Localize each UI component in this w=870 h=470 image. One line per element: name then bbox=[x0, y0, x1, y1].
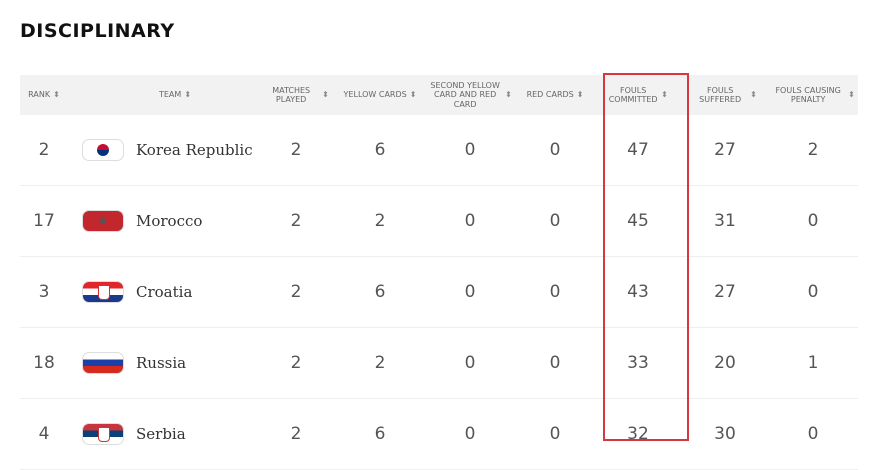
cell-yc: 2 bbox=[374, 353, 386, 373]
column-label: FOULS SUFFERED bbox=[699, 85, 742, 104]
table-row: 18 Russia 2 2 0 0 33 20 1 bbox=[20, 328, 858, 399]
cell-mp: 2 bbox=[290, 353, 302, 373]
cell-team[interactable]: Morocco bbox=[82, 186, 282, 256]
disciplinary-table: RANK ⬍ TEAM ⬍ MATCHES PLAYED ⬍ YELLOW CARDS ⬍ SE… bbox=[20, 75, 858, 470]
cell-rc: 0 bbox=[549, 282, 561, 302]
cell-fs: 20 bbox=[714, 353, 736, 373]
column-header-rank[interactable]: RANK ⬍ bbox=[20, 75, 68, 115]
sort-arrows-icon[interactable]: ⬍ bbox=[848, 90, 855, 100]
cell-rank: 2 bbox=[38, 140, 50, 160]
cell-syr: 0 bbox=[464, 140, 476, 160]
cell-mp: 2 bbox=[290, 140, 302, 160]
cell-fs: 27 bbox=[714, 282, 736, 302]
column-header-fs[interactable]: FOULS SUFFERED ⬍ bbox=[690, 75, 760, 115]
team-name: Croatia bbox=[136, 283, 193, 301]
table-row: 2 Korea Republic 2 6 0 0 47 27 2 bbox=[20, 115, 858, 186]
column-label: RANK bbox=[28, 90, 51, 100]
cell-team[interactable]: Croatia bbox=[82, 257, 282, 327]
page-title: DISCIPLINARY bbox=[20, 20, 175, 42]
cell-fs: 31 bbox=[714, 211, 736, 231]
column-label: FOULS COMMITTED bbox=[608, 85, 658, 104]
cell-fp: 1 bbox=[807, 353, 819, 373]
cell-mp: 2 bbox=[290, 211, 302, 231]
cell-yc: 2 bbox=[374, 211, 386, 231]
cell-rc: 0 bbox=[549, 211, 561, 231]
cell-rank: 4 bbox=[38, 424, 50, 444]
cell-rc: 0 bbox=[549, 424, 561, 444]
sort-arrows-icon[interactable]: ⬍ bbox=[750, 90, 757, 100]
team-name: Serbia bbox=[136, 425, 186, 443]
cell-fp: 2 bbox=[807, 140, 819, 160]
column-header-syr[interactable]: SECOND YELLOW CARD AND RED CARD ⬍ bbox=[425, 75, 515, 115]
cell-rc: 0 bbox=[549, 353, 561, 373]
cell-yc: 6 bbox=[374, 424, 386, 444]
team-name: Russia bbox=[136, 354, 187, 372]
fouls-committed-highlight bbox=[603, 73, 689, 441]
team-name: Morocco bbox=[136, 212, 203, 230]
sort-arrows-icon[interactable]: ⬍ bbox=[576, 90, 584, 100]
cell-team[interactable]: Serbia bbox=[82, 399, 282, 469]
cell-fc: 43 bbox=[627, 282, 649, 302]
cell-fp: 0 bbox=[807, 424, 819, 444]
sort-arrows-icon[interactable]: ⬍ bbox=[184, 90, 192, 100]
team-name: Korea Republic bbox=[136, 141, 253, 159]
column-label: YELLOW CARDS bbox=[343, 90, 407, 100]
column-label: RED CARDS bbox=[526, 90, 574, 100]
cell-team[interactable]: Korea Republic bbox=[82, 115, 282, 185]
flag-icon bbox=[82, 281, 124, 303]
cell-fp: 0 bbox=[807, 282, 819, 302]
column-header-mp[interactable]: MATCHES PLAYED ⬍ bbox=[260, 75, 332, 115]
column-label: SECOND YELLOW CARD AND RED CARD bbox=[430, 81, 500, 109]
cell-rc: 0 bbox=[549, 140, 561, 160]
column-label: TEAM bbox=[158, 90, 182, 100]
cell-syr: 0 bbox=[464, 424, 476, 444]
cell-rank: 17 bbox=[33, 211, 55, 231]
cell-rank: 18 bbox=[33, 353, 55, 373]
cell-syr: 0 bbox=[464, 211, 476, 231]
sort-arrows-icon[interactable]: ⬍ bbox=[322, 90, 329, 100]
cell-syr: 0 bbox=[464, 353, 476, 373]
flag-icon bbox=[82, 423, 124, 445]
table-row: 3 Croatia 2 6 0 0 43 27 0 bbox=[20, 257, 858, 328]
flag-icon bbox=[82, 352, 124, 374]
cell-mp: 2 bbox=[290, 424, 302, 444]
cell-fc: 45 bbox=[627, 211, 649, 231]
cell-fs: 27 bbox=[714, 140, 736, 160]
sort-arrows-icon[interactable]: ⬍ bbox=[53, 90, 60, 100]
cell-yc: 6 bbox=[374, 140, 386, 160]
cell-fs: 30 bbox=[714, 424, 736, 444]
column-header-team[interactable]: TEAM ⬍ bbox=[100, 75, 250, 115]
cell-rank: 3 bbox=[38, 282, 50, 302]
sort-arrows-icon[interactable]: ⬍ bbox=[661, 90, 668, 100]
column-header-fp[interactable]: FOULS CAUSING PENALTY ⬍ bbox=[768, 75, 858, 115]
sort-arrows-icon[interactable]: ⬍ bbox=[505, 90, 512, 100]
table-row: 4 Serbia 2 6 0 0 32 30 0 bbox=[20, 399, 858, 470]
cell-mp: 2 bbox=[290, 282, 302, 302]
table-header: RANK ⬍ TEAM ⬍ MATCHES PLAYED ⬍ YELLOW CARDS ⬍ SE… bbox=[20, 75, 858, 115]
cell-fc: 47 bbox=[627, 140, 649, 160]
flag-icon bbox=[82, 210, 124, 232]
table-row: 17 Morocco 2 2 0 0 45 31 0 bbox=[20, 186, 858, 257]
column-label: MATCHES PLAYED bbox=[272, 85, 311, 104]
column-label: FOULS CAUSING PENALTY bbox=[775, 85, 841, 104]
cell-team[interactable]: Russia bbox=[82, 328, 282, 398]
cell-fc: 33 bbox=[627, 353, 649, 373]
sort-arrows-icon[interactable]: ⬍ bbox=[409, 90, 417, 100]
cell-yc: 6 bbox=[374, 282, 386, 302]
column-header-fc[interactable]: FOULS COMMITTED ⬍ bbox=[605, 75, 671, 115]
cell-fp: 0 bbox=[807, 211, 819, 231]
flag-icon bbox=[82, 139, 124, 161]
column-header-rc[interactable]: RED CARDS ⬍ bbox=[515, 75, 595, 115]
column-header-yc[interactable]: YELLOW CARDS ⬍ bbox=[335, 75, 425, 115]
cell-syr: 0 bbox=[464, 282, 476, 302]
